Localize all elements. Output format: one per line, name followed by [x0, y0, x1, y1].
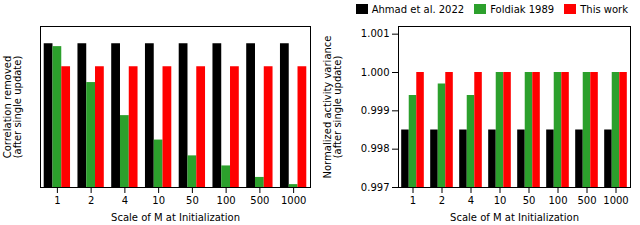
- html-text:This work: This work: [580, 3, 628, 15]
- svg-text:10: 10: [494, 195, 507, 206]
- svg-text:1: 1: [410, 195, 416, 206]
- svg-text:1000: 1000: [603, 195, 628, 206]
- svg-text:0.999: 0.999: [361, 105, 390, 116]
- svg-text:1: 1: [54, 195, 60, 206]
- svg-text:500: 500: [250, 195, 269, 206]
- svg-text:50: 50: [523, 195, 536, 206]
- svg-text:4: 4: [468, 195, 474, 206]
- svg-text:50: 50: [186, 195, 199, 206]
- svg-text:100: 100: [217, 195, 236, 206]
- svg-text:0.998: 0.998: [361, 143, 390, 154]
- html-text:Ahmad et al. 2022: Ahmad et al. 2022: [371, 3, 465, 15]
- svg-text:1.000: 1.000: [361, 67, 390, 78]
- svg-text:2: 2: [88, 195, 94, 206]
- svg-text:2: 2: [439, 195, 445, 206]
- svg-text:Scale of M at Initialization: Scale of M at Initialization: [450, 212, 579, 223]
- svg-text:Correlation removed(after sing: Correlation removed(after single update): [2, 56, 23, 159]
- svg-text:1.001: 1.001: [361, 28, 390, 39]
- svg-text:4: 4: [122, 195, 128, 206]
- svg-text:Normalized activity variance(a: Normalized activity variance(after singl…: [322, 36, 343, 179]
- html-text:Foldiak 1989: Foldiak 1989: [490, 3, 555, 15]
- svg-text:1000: 1000: [281, 195, 306, 206]
- svg-text:10: 10: [152, 195, 165, 206]
- svg-text:500: 500: [577, 195, 596, 206]
- svg-text:Scale of M at Initialization: Scale of M at Initialization: [111, 212, 240, 223]
- svg-text:100: 100: [548, 195, 567, 206]
- svg-text:0.997: 0.997: [361, 182, 390, 193]
